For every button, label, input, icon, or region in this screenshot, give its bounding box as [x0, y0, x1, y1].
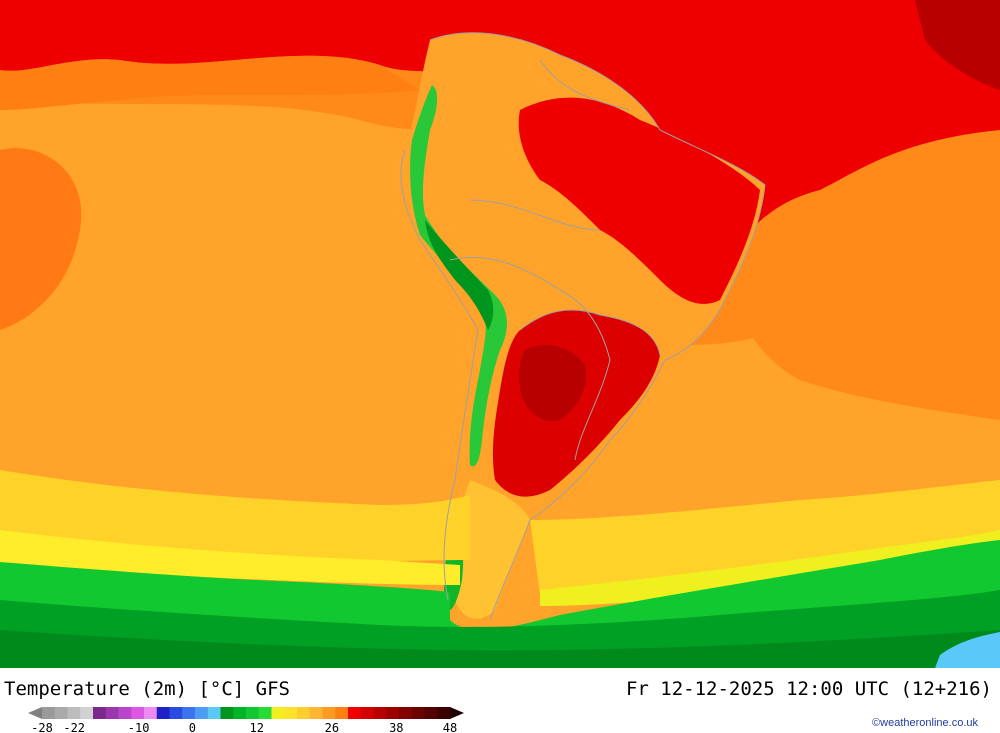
legend-swatch: [182, 707, 196, 719]
legend-swatch: [297, 707, 311, 719]
legend-swatch: [93, 707, 107, 719]
footer: Temperature (2m) [°C] GFS Fr 12-12-2025 …: [0, 668, 1000, 733]
legend-swatch: [131, 707, 145, 719]
legend-swatch: [411, 707, 425, 719]
color-legend: -28 -22 -10 0 12 26 38 48: [28, 707, 464, 733]
legend-tick-label: 26: [325, 721, 339, 733]
cyan-patch: [935, 632, 1000, 668]
legend-swatch: [284, 707, 298, 719]
country-borders: [400, 32, 766, 621]
legend-tick-label: 38: [389, 721, 403, 733]
legend-swatch: [42, 707, 56, 719]
legend-swatch: [424, 707, 438, 719]
valid-time: Fr 12-12-2025 12:00 UTC (12+216): [625, 678, 992, 700]
legend-swatch: [207, 707, 221, 719]
legend-swatch: [360, 707, 374, 719]
legend-swatch: [335, 707, 349, 719]
credit-link[interactable]: ©weatheronline.co.uk: [872, 717, 978, 729]
deepgreen-band: [0, 630, 1000, 668]
yellow-band-south: [0, 470, 470, 563]
legend-swatch: [373, 707, 387, 719]
legend-swatch: [399, 707, 413, 719]
darkred-chaco-core: [519, 345, 586, 421]
legend-swatch: [309, 707, 323, 719]
legend-tick-label: 48: [443, 721, 457, 733]
legend-swatch: [144, 707, 158, 719]
orange-blob-west: [0, 148, 82, 330]
legend-swatch: [246, 707, 260, 719]
legend-tick-label: -28: [31, 721, 53, 733]
map-title: Temperature (2m) [°C] GFS: [4, 678, 290, 700]
legend-tick-label: -10: [128, 721, 150, 733]
legend-swatch: [67, 707, 81, 719]
legend-swatch: [322, 707, 336, 719]
legend-swatch: [54, 707, 68, 719]
legend-tick-label: 12: [250, 721, 264, 733]
legend-swatch: [271, 707, 285, 719]
legend-tick-label: 0: [189, 721, 196, 733]
legend-swatch: [437, 707, 451, 719]
andes-darkgreen: [425, 220, 494, 330]
legend-swatch: [195, 707, 209, 719]
legend-swatch: [386, 707, 400, 719]
patagonia-land: [453, 480, 530, 619]
legend-swatch: [118, 707, 132, 719]
legend-swatch: [105, 707, 119, 719]
darkred-northeast: [915, 0, 1000, 90]
legend-swatch: [169, 707, 183, 719]
yellow-band-south-east: [530, 480, 1000, 595]
legend-swatch: [80, 707, 94, 719]
legend-tick-label: -22: [63, 721, 85, 733]
lightyellow-band-east: [540, 530, 1000, 606]
legend-swatch: [233, 707, 247, 719]
legend-swatch: [258, 707, 272, 719]
legend-arrow-low: [28, 707, 42, 719]
legend-swatch: [220, 707, 234, 719]
orange-atlantic-east: [740, 160, 1000, 420]
legend-arrow-high: [450, 707, 464, 719]
temperature-map: [0, 0, 1000, 668]
legend-swatch: [156, 707, 170, 719]
orange-band-nw: [0, 55, 420, 110]
legend-swatch: [348, 707, 362, 719]
